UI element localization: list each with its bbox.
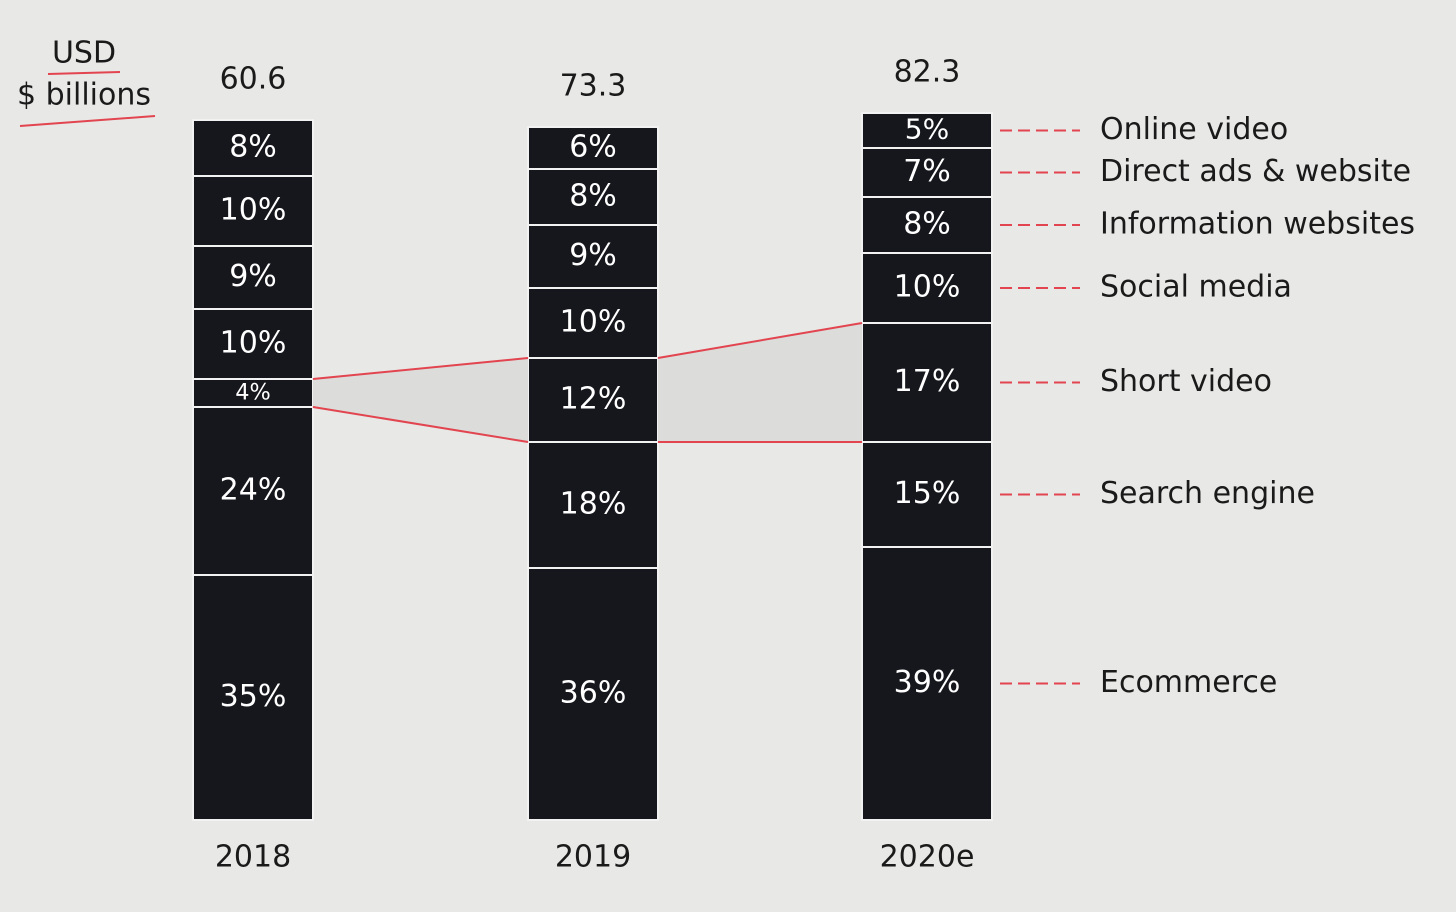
highlight-line — [312, 406, 529, 443]
legend-label: Search engine — [1100, 476, 1315, 511]
bar-segment — [192, 406, 314, 576]
value-label: 8% — [569, 179, 617, 214]
legend-label: Ecommerce — [1100, 665, 1277, 700]
value-label: 9% — [569, 238, 617, 273]
value-label: 6% — [569, 130, 617, 165]
bar-segment — [861, 252, 993, 324]
value-label: 8% — [903, 207, 951, 242]
axis-unit: USD — [52, 36, 116, 71]
value-label: 10% — [560, 305, 627, 340]
x-tick-label: 2018 — [215, 840, 291, 875]
bar-segment — [527, 224, 659, 289]
underline — [47, 71, 121, 75]
bar-segment — [861, 112, 993, 149]
legend-label: Direct ads & website — [1100, 154, 1411, 189]
value-label: 5% — [905, 113, 949, 146]
highlight-line — [657, 322, 863, 359]
x-tick-label: 2019 — [555, 840, 631, 875]
legend-label: Information websites — [1100, 207, 1415, 242]
bar-segment — [192, 574, 314, 821]
bar-segment — [527, 567, 659, 821]
legend-label: Short video — [1100, 364, 1272, 399]
bar-segment — [861, 196, 993, 254]
value-label: 15% — [894, 476, 961, 511]
value-label: 18% — [560, 487, 627, 522]
highlight-line — [312, 357, 529, 380]
bar-segment — [527, 441, 659, 569]
value-label: 4% — [235, 380, 271, 406]
legend-label: Social media — [1100, 270, 1292, 305]
value-label: 10% — [220, 193, 287, 228]
highlight-band — [658, 323, 862, 442]
total-label: 82.3 — [894, 55, 961, 90]
underline — [19, 115, 156, 127]
bar-segment — [861, 546, 993, 821]
bar-segment — [527, 126, 659, 170]
value-label: 10% — [220, 326, 287, 361]
value-label: 7% — [903, 154, 951, 189]
bar-segment — [861, 441, 993, 548]
total-label: 73.3 — [560, 69, 627, 104]
axis-unit: $ billions — [17, 78, 151, 113]
highlight-band — [313, 358, 528, 442]
value-label: 36% — [560, 676, 627, 711]
value-label: 9% — [229, 259, 277, 294]
value-label: 35% — [220, 679, 287, 714]
value-label: 12% — [560, 382, 627, 417]
total-label: 60.6 — [220, 62, 287, 97]
value-label: 24% — [220, 473, 287, 508]
bar-segment — [861, 147, 993, 198]
value-label: 8% — [229, 130, 277, 165]
value-label: 10% — [894, 270, 961, 305]
legend-label: Online video — [1100, 112, 1288, 147]
value-label: 17% — [894, 364, 961, 399]
bar-segment — [527, 168, 659, 226]
x-tick-label: 2020e — [880, 840, 975, 875]
bar-segment — [192, 119, 314, 177]
value-label: 39% — [894, 665, 961, 700]
bar-segment — [861, 322, 993, 443]
